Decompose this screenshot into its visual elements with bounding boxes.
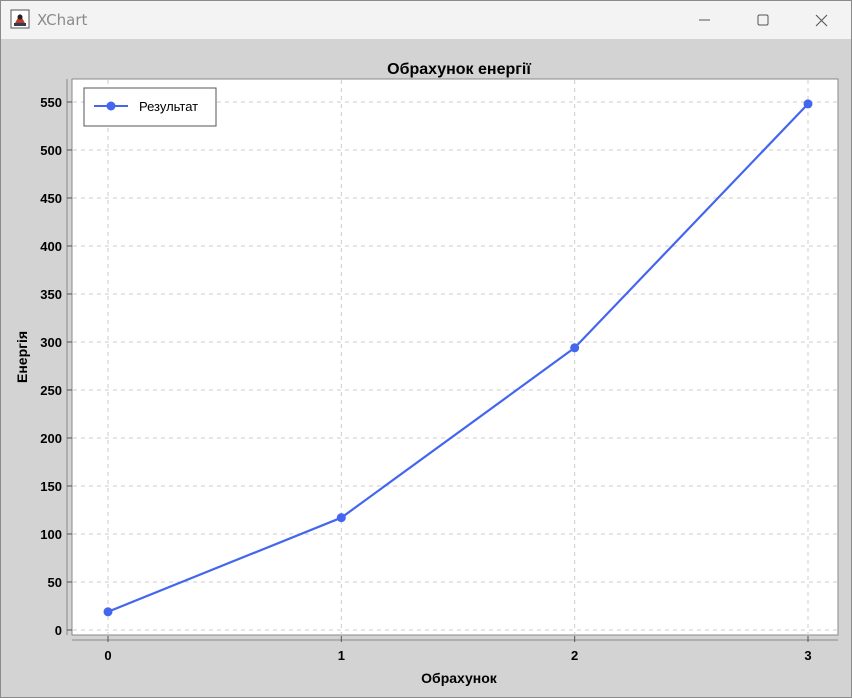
line-chart: Обрахунок енергії 0 50 100 150 200 250 300 350 4… [14, 61, 839, 686]
x-axis-label: Обрахунок [421, 670, 498, 686]
y-tick-label: 50 [48, 575, 62, 590]
y-tick-label: 450 [40, 191, 62, 206]
series-layer [103, 99, 813, 617]
legend-entry: Результат [139, 99, 198, 114]
legend: Результат [83, 87, 217, 127]
y-axis-ticks: 0 50 100 150 200 250 300 350 400 450 500 550 [40, 95, 72, 638]
y-tick-label: 500 [40, 143, 62, 158]
close-icon [815, 14, 828, 27]
minimize-icon [699, 19, 710, 21]
maximize-icon [757, 14, 769, 26]
y-tick-label: 300 [40, 335, 62, 350]
chart-title: Обрахунок енергії [387, 61, 531, 78]
x-tick-label: 0 [104, 648, 111, 663]
y-tick-label: 400 [40, 239, 62, 254]
y-tick-label: 0 [55, 623, 62, 638]
x-tick-label: 3 [804, 648, 811, 663]
data-point [336, 513, 346, 523]
data-point [103, 607, 113, 617]
java-duke-icon [10, 9, 30, 29]
y-tick-label: 200 [40, 431, 62, 446]
y-tick-label: 350 [40, 287, 62, 302]
legend-marker [106, 101, 116, 111]
data-point [570, 343, 580, 353]
y-axis-label: Енергія [14, 331, 30, 383]
data-point [803, 99, 813, 109]
close-button[interactable] [791, 1, 849, 39]
minimize-button[interactable] [675, 1, 733, 39]
title-bar[interactable]: XChart [1, 1, 851, 39]
x-tick-label: 1 [338, 648, 345, 663]
window-title: XChart [37, 11, 88, 29]
maximize-button[interactable] [733, 1, 791, 39]
x-tick-label: 2 [571, 648, 578, 663]
y-tick-label: 550 [40, 95, 62, 110]
plot-area [71, 78, 839, 636]
series-line [107, 103, 809, 613]
axes [66, 79, 838, 641]
y-tick-label: 250 [40, 383, 62, 398]
y-tick-label: 100 [40, 527, 62, 542]
y-tick-label: 150 [40, 479, 62, 494]
x-axis-ticks: 0 1 2 3 [104, 636, 812, 663]
